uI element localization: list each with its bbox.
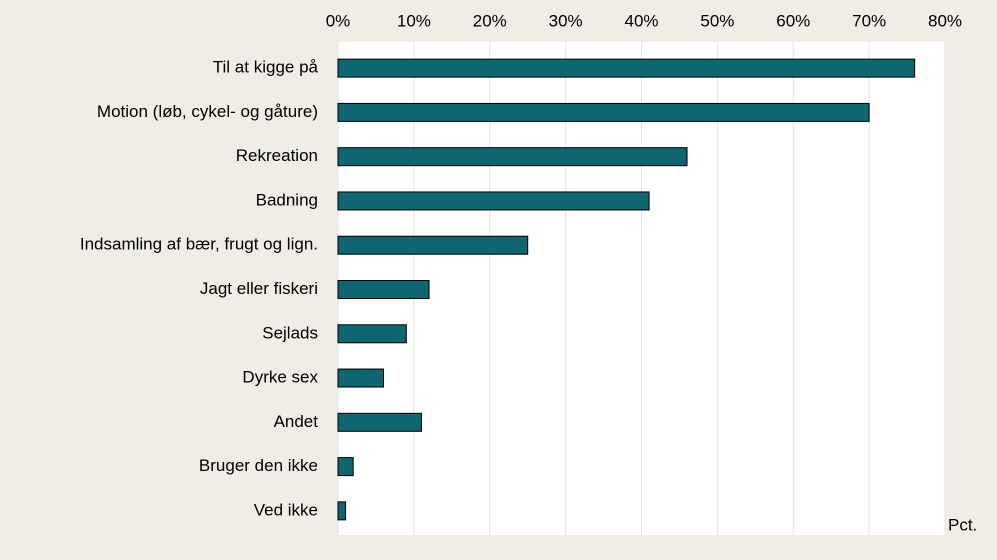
x-tick-label: 20% <box>473 11 507 30</box>
y-tick-label: Badning <box>256 190 318 209</box>
bar <box>337 58 916 78</box>
y-tick-label: Andet <box>274 412 319 431</box>
x-tick-label: 80% <box>928 11 962 30</box>
bar <box>337 147 688 167</box>
bar <box>337 368 385 388</box>
y-tick-label: Til at kigge på <box>213 58 319 77</box>
x-tick-label: 50% <box>700 11 734 30</box>
x-tick-label: 70% <box>852 11 886 30</box>
bar <box>337 191 650 211</box>
y-tick-label: Jagt eller fiskeri <box>200 279 318 298</box>
y-tick-label: Rekreation <box>236 146 318 165</box>
y-tick-label: Dyrke sex <box>242 368 318 387</box>
bar <box>337 324 407 344</box>
x-tick-label: 0% <box>326 11 351 30</box>
y-tick-label: Indsamling af bær, frugt og lign. <box>80 235 318 254</box>
y-tick-label: Bruger den ikke <box>199 456 318 475</box>
bar <box>337 280 430 299</box>
y-tick-label: Sejlads <box>262 323 318 342</box>
y-tick-label: Motion (løb, cykel- og gåture) <box>97 102 318 121</box>
bar <box>337 235 529 255</box>
x-axis-label: Pct. <box>948 515 977 534</box>
bar <box>337 501 347 521</box>
y-tick-label: Ved ikke <box>254 500 318 519</box>
bar <box>337 457 354 477</box>
x-tick-label: 10% <box>397 11 431 30</box>
x-tick-label: 40% <box>624 11 658 30</box>
x-tick-label: 60% <box>776 11 810 30</box>
bar <box>337 412 422 432</box>
x-tick-label: 30% <box>549 11 583 30</box>
bar <box>337 102 870 122</box>
